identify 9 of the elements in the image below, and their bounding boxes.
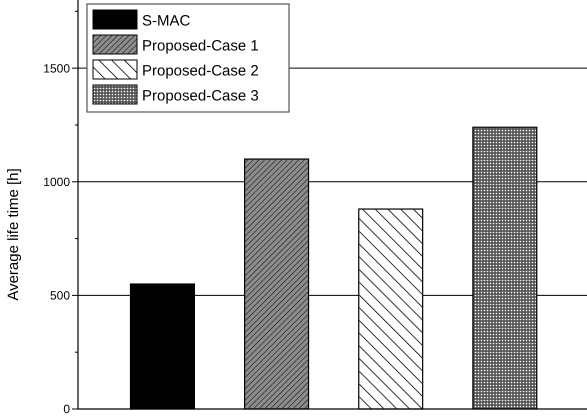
- legend-label: Proposed-Case 3: [142, 87, 259, 104]
- legend-label: S-MAC: [142, 12, 190, 30]
- legend-label: Proposed-Case 1: [142, 37, 259, 54]
- y-axis-title: Average life time [h]: [5, 168, 22, 301]
- y-tick-label: 0: [63, 402, 70, 416]
- y-tick-label: 1000: [43, 174, 70, 189]
- y-tick-label: 1500: [43, 61, 70, 76]
- y-tick-label: 500: [50, 288, 70, 303]
- legend-label: Proposed-Case 2: [142, 62, 259, 80]
